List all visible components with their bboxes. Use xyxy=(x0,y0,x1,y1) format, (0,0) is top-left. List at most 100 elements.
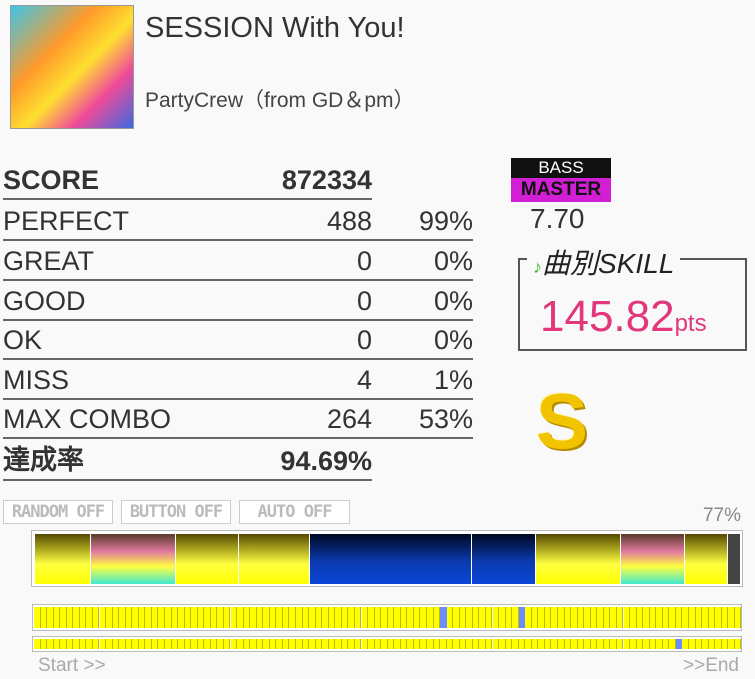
note-cell xyxy=(721,639,729,649)
note-cell xyxy=(564,639,572,649)
note-cell xyxy=(322,607,329,628)
note-cell xyxy=(387,607,395,628)
note-cell xyxy=(525,639,532,649)
note-cell xyxy=(603,639,611,649)
note-cell xyxy=(649,607,657,628)
note-cell xyxy=(368,639,375,649)
note-cell xyxy=(237,639,244,649)
row-rate: 53% xyxy=(418,404,473,434)
note-cell xyxy=(348,607,355,628)
note-cell xyxy=(47,639,54,649)
note-cell xyxy=(309,639,316,649)
note-cell xyxy=(223,607,231,628)
note-cell xyxy=(715,607,722,628)
note-cell xyxy=(656,639,663,649)
note-cell xyxy=(47,607,54,628)
note-cell xyxy=(485,639,493,649)
note-cell xyxy=(165,607,172,628)
end-label: >>End xyxy=(683,655,739,676)
note-cell xyxy=(184,639,192,649)
note-bar xyxy=(32,604,742,631)
note-cell xyxy=(53,639,61,649)
section xyxy=(239,534,309,584)
note-cell xyxy=(440,607,447,628)
note-cell xyxy=(512,639,519,649)
note-cell xyxy=(145,639,152,649)
note-cell xyxy=(86,639,93,649)
note-cell xyxy=(558,607,565,628)
note-cell xyxy=(191,639,198,649)
note-cell xyxy=(675,607,683,628)
skill-label-text: 曲別SKILL xyxy=(542,248,675,279)
note-cell xyxy=(708,639,716,649)
note-cell xyxy=(217,607,224,628)
note-cell xyxy=(361,607,369,628)
note-cell xyxy=(73,639,80,649)
note-cell xyxy=(138,607,146,628)
note-cell xyxy=(564,607,572,628)
section xyxy=(621,534,684,584)
note-cell xyxy=(151,639,159,649)
note-cell xyxy=(597,607,604,628)
note-cell xyxy=(204,607,211,628)
note-cell xyxy=(623,607,631,628)
note-cell xyxy=(636,639,644,649)
note-cell xyxy=(531,639,539,649)
note-cell xyxy=(158,639,165,649)
note-cell xyxy=(282,607,290,628)
note-cell xyxy=(237,607,244,628)
progress-percent: 77% xyxy=(702,505,741,526)
note-cell xyxy=(302,607,310,628)
note-cell xyxy=(263,639,270,649)
option-button: BUTTON OFF xyxy=(121,500,231,524)
note-cell xyxy=(577,639,585,649)
note-cell xyxy=(230,607,238,628)
note-cell xyxy=(610,607,617,628)
note-cell xyxy=(296,639,303,649)
song-artist: PartyCrew（from GD＆pm） xyxy=(145,89,415,112)
note-cell xyxy=(138,639,146,649)
note-cell xyxy=(60,607,67,628)
note-cell xyxy=(387,639,395,649)
note-cell xyxy=(695,607,703,628)
note-cell xyxy=(440,639,447,649)
note-cell xyxy=(518,639,526,649)
note-cell xyxy=(485,607,493,628)
note-cell xyxy=(459,639,467,649)
section xyxy=(91,534,175,584)
row-value: 94.69% xyxy=(280,446,372,476)
note-cell xyxy=(413,639,421,649)
note-cell xyxy=(616,607,624,628)
note-cell xyxy=(315,639,323,649)
note-cell xyxy=(276,639,283,649)
note-cell xyxy=(702,639,709,649)
note-cell xyxy=(40,639,48,649)
note-cell xyxy=(381,607,388,628)
note-cell xyxy=(479,607,486,628)
note-cell xyxy=(472,607,480,628)
note-cell xyxy=(86,607,93,628)
note-cell xyxy=(453,607,460,628)
note-cell xyxy=(73,607,80,628)
skill-label: ♪曲別SKILL xyxy=(527,242,681,282)
row-label: SCORE xyxy=(3,165,100,195)
note-cell xyxy=(106,607,113,628)
result-row: OK 0 0% xyxy=(3,320,473,360)
note-cell xyxy=(728,639,735,649)
note-cell xyxy=(682,639,689,649)
row-label: 達成率 xyxy=(3,445,84,475)
note-cell xyxy=(505,607,513,628)
note-cell xyxy=(250,607,257,628)
row-value: 0 xyxy=(356,286,372,316)
note-cell xyxy=(558,639,565,649)
note-cell xyxy=(60,639,67,649)
note-cell xyxy=(571,607,578,628)
note-cell xyxy=(597,639,604,649)
note-cell xyxy=(34,639,41,649)
rank: S xyxy=(536,377,589,465)
note-cell xyxy=(616,639,624,649)
note-cell xyxy=(335,639,342,649)
note-cell xyxy=(191,607,198,628)
skill-unit: pts xyxy=(674,310,707,337)
note-cell xyxy=(610,639,617,649)
